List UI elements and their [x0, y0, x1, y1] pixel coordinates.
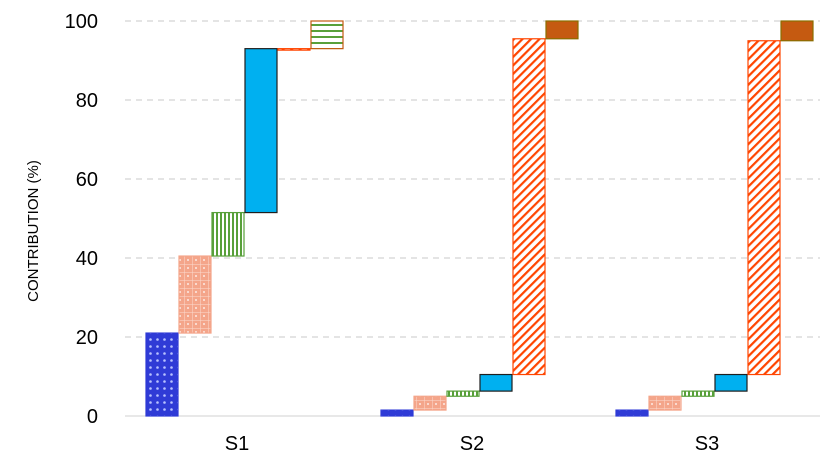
y-axis: 0 20 40 60 80 100 [65, 11, 98, 428]
x-axis: S1 S2 S3 [225, 433, 719, 455]
bar-s3-step-4 [714, 373, 748, 392]
bar-s2-step-5 [512, 38, 546, 376]
bar-s1-step-4 [244, 48, 278, 214]
bar-s1-step-3 [211, 211, 245, 257]
bar-s1-step-1 [145, 332, 179, 417]
grid-lines [125, 20, 820, 417]
x-category-label: S1 [225, 433, 249, 455]
bar-s2-step-1 [380, 409, 414, 417]
bar-s3-step-3 [681, 390, 715, 397]
bar-s3-step-6 [780, 20, 814, 42]
y-tick-label: 100 [65, 11, 98, 33]
x-category-label: S2 [460, 433, 484, 455]
bar-s1-step-6 [310, 20, 344, 50]
bar-s3-step-2 [648, 395, 682, 411]
bar-s3-step-1 [615, 409, 649, 417]
x-category-label: S3 [695, 433, 719, 455]
bar-s1-step-2 [178, 255, 212, 334]
bar-s2-step-4 [479, 373, 513, 392]
bar-s3-step-5 [747, 40, 781, 376]
y-tick-label: 40 [76, 248, 98, 270]
bars [145, 20, 814, 417]
y-tick-label: 0 [87, 406, 98, 428]
y-axis-title: CONTRIBUTION (%) [25, 160, 42, 302]
bar-s2-step-6 [545, 20, 579, 40]
bar-s1-step-5 [277, 48, 311, 51]
bar-s2-step-3 [446, 390, 480, 397]
y-tick-label: 20 [76, 327, 98, 349]
y-tick-label: 60 [76, 169, 98, 191]
bar-s2-step-2 [413, 395, 447, 411]
y-tick-label: 80 [76, 90, 98, 112]
